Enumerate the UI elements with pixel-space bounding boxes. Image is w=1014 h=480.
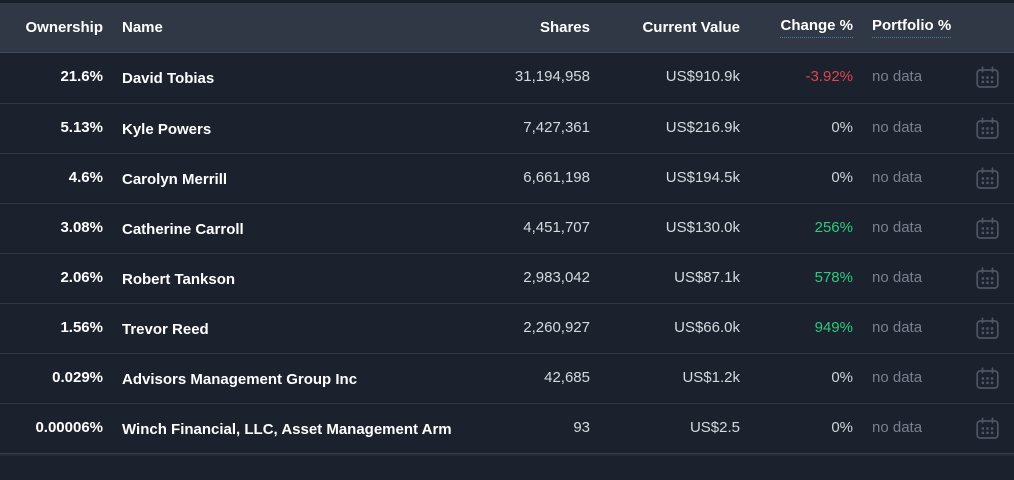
actions-cell <box>972 254 1014 299</box>
holder-name: Trevor Reed <box>122 321 209 338</box>
current-value: US$1.2k <box>682 369 740 386</box>
column-header-ownership: Ownership <box>0 19 103 36</box>
current-value: US$130.0k <box>665 219 740 236</box>
ownership-value: 3.08% <box>60 219 103 236</box>
portfolio-pct-value: no data <box>872 319 923 336</box>
shares-value: 4,451,707 <box>523 219 590 236</box>
calendar-icon[interactable] <box>975 117 1000 140</box>
change-pct-value: 0% <box>831 119 853 136</box>
shares-value: 93 <box>573 419 590 436</box>
portfolio-pct-value: no data <box>872 68 923 85</box>
calendar-icon[interactable] <box>975 217 1000 240</box>
current-value: US$910.9k <box>665 68 740 85</box>
actions-cell <box>972 404 1014 449</box>
current-value: US$194.5k <box>665 169 740 186</box>
actions-cell <box>972 104 1014 149</box>
table-header: Ownership Name Shares Current Value Chan… <box>0 3 1014 53</box>
column-header-current-value-label: Current Value <box>642 19 740 36</box>
shares-value: 31,194,958 <box>514 68 590 85</box>
change-pct-value: 0% <box>831 419 853 436</box>
holder-name: Kyle Powers <box>122 121 212 138</box>
ownership-value: 5.13% <box>60 119 103 136</box>
column-header-shares-label: Shares <box>539 19 590 36</box>
column-header-shares: Shares <box>480 19 590 36</box>
current-value: US$87.1k <box>674 269 740 286</box>
ownership-value: 2.06% <box>60 269 103 286</box>
holder-name: Carolyn Merrill <box>122 171 228 188</box>
ownership-value: 1.56% <box>60 319 103 336</box>
bottom-edge-strip <box>0 453 1014 456</box>
actions-cell <box>972 354 1014 399</box>
holder-name-cell: Catherine Carroll <box>103 204 480 252</box>
ownership-value: 4.6% <box>68 169 103 186</box>
ownership-value: 0.029% <box>52 369 103 386</box>
portfolio-pct-value: no data <box>872 269 923 286</box>
actions-cell <box>972 304 1014 349</box>
holder-name: Robert Tankson <box>122 271 236 288</box>
ownership-value: 21.6% <box>60 68 103 85</box>
portfolio-pct-value: no data <box>872 369 923 386</box>
holder-name-cell: David Tobias <box>103 53 480 101</box>
holder-name-cell: Robert Tankson <box>103 254 480 302</box>
column-header-change-pct[interactable]: Change % <box>740 17 853 38</box>
ownership-value: 0.00006% <box>35 419 103 436</box>
calendar-icon[interactable] <box>975 367 1000 390</box>
ownership-table: Ownership Name Shares Current Value Chan… <box>0 3 1014 453</box>
column-header-current-value: Current Value <box>590 19 740 36</box>
shares-value: 42,685 <box>544 369 590 386</box>
table-row: 2.06% Robert Tankson 2,983,042 US$87.1k … <box>0 253 1014 303</box>
table-row: 21.6% David Tobias 31,194,958 US$910.9k … <box>0 53 1014 103</box>
table-body: 21.6% David Tobias 31,194,958 US$910.9k … <box>0 53 1014 453</box>
column-header-portfolio-pct-label[interactable]: Portfolio % <box>872 17 952 38</box>
calendar-icon[interactable] <box>975 167 1000 190</box>
portfolio-pct-value: no data <box>872 119 923 136</box>
holder-name: Winch Financial, LLC, Asset Management A… <box>122 421 452 438</box>
holder-name-cell: Carolyn Merrill <box>103 154 480 202</box>
holder-name: Advisors Management Group Inc <box>122 371 358 388</box>
change-pct-value: -3.92% <box>805 68 853 85</box>
calendar-icon[interactable] <box>975 267 1000 290</box>
change-pct-value: 578% <box>814 269 853 286</box>
top-edge-strip <box>0 0 1014 3</box>
change-pct-value: 949% <box>814 319 853 336</box>
table-row: 5.13% Kyle Powers 7,427,361 US$216.9k 0%… <box>0 103 1014 153</box>
shares-value: 7,427,361 <box>523 119 590 136</box>
portfolio-pct-value: no data <box>872 219 923 236</box>
holder-name-cell: Winch Financial, LLC, Asset Management A… <box>103 404 480 452</box>
current-value: US$66.0k <box>674 319 740 336</box>
holder-name-cell: Advisors Management Group Inc <box>103 354 480 402</box>
calendar-icon[interactable] <box>975 417 1000 440</box>
column-header-ownership-label: Ownership <box>25 19 103 36</box>
calendar-icon[interactable] <box>975 317 1000 340</box>
holder-name: David Tobias <box>122 70 215 87</box>
actions-cell <box>972 154 1014 199</box>
change-pct-value: 256% <box>814 219 853 236</box>
holder-name-cell: Trevor Reed <box>103 304 480 352</box>
column-header-change-pct-label[interactable]: Change % <box>780 17 853 38</box>
portfolio-pct-value: no data <box>872 169 923 186</box>
portfolio-pct-value: no data <box>872 419 923 436</box>
table-row: 3.08% Catherine Carroll 4,451,707 US$130… <box>0 203 1014 253</box>
current-value: US$2.5 <box>689 419 740 436</box>
table-row: 0.029% Advisors Management Group Inc 42,… <box>0 353 1014 403</box>
column-header-portfolio-pct[interactable]: Portfolio % <box>853 17 972 38</box>
shares-value: 2,260,927 <box>523 319 590 336</box>
actions-cell <box>972 204 1014 249</box>
actions-cell <box>972 53 1014 98</box>
holder-name: Catherine Carroll <box>122 221 244 238</box>
change-pct-value: 0% <box>831 169 853 186</box>
table-row: 1.56% Trevor Reed 2,260,927 US$66.0k 949… <box>0 303 1014 353</box>
current-value: US$216.9k <box>665 119 740 136</box>
shares-value: 6,661,198 <box>523 169 590 186</box>
holder-name-cell: Kyle Powers <box>103 104 480 152</box>
shares-value: 2,983,042 <box>523 269 590 286</box>
table-row: 4.6% Carolyn Merrill 6,661,198 US$194.5k… <box>0 153 1014 203</box>
column-header-name-label: Name <box>122 19 163 36</box>
column-header-name: Name <box>103 19 480 36</box>
table-row: 0.00006% Winch Financial, LLC, Asset Man… <box>0 403 1014 453</box>
change-pct-value: 0% <box>831 369 853 386</box>
calendar-icon[interactable] <box>975 66 1000 89</box>
